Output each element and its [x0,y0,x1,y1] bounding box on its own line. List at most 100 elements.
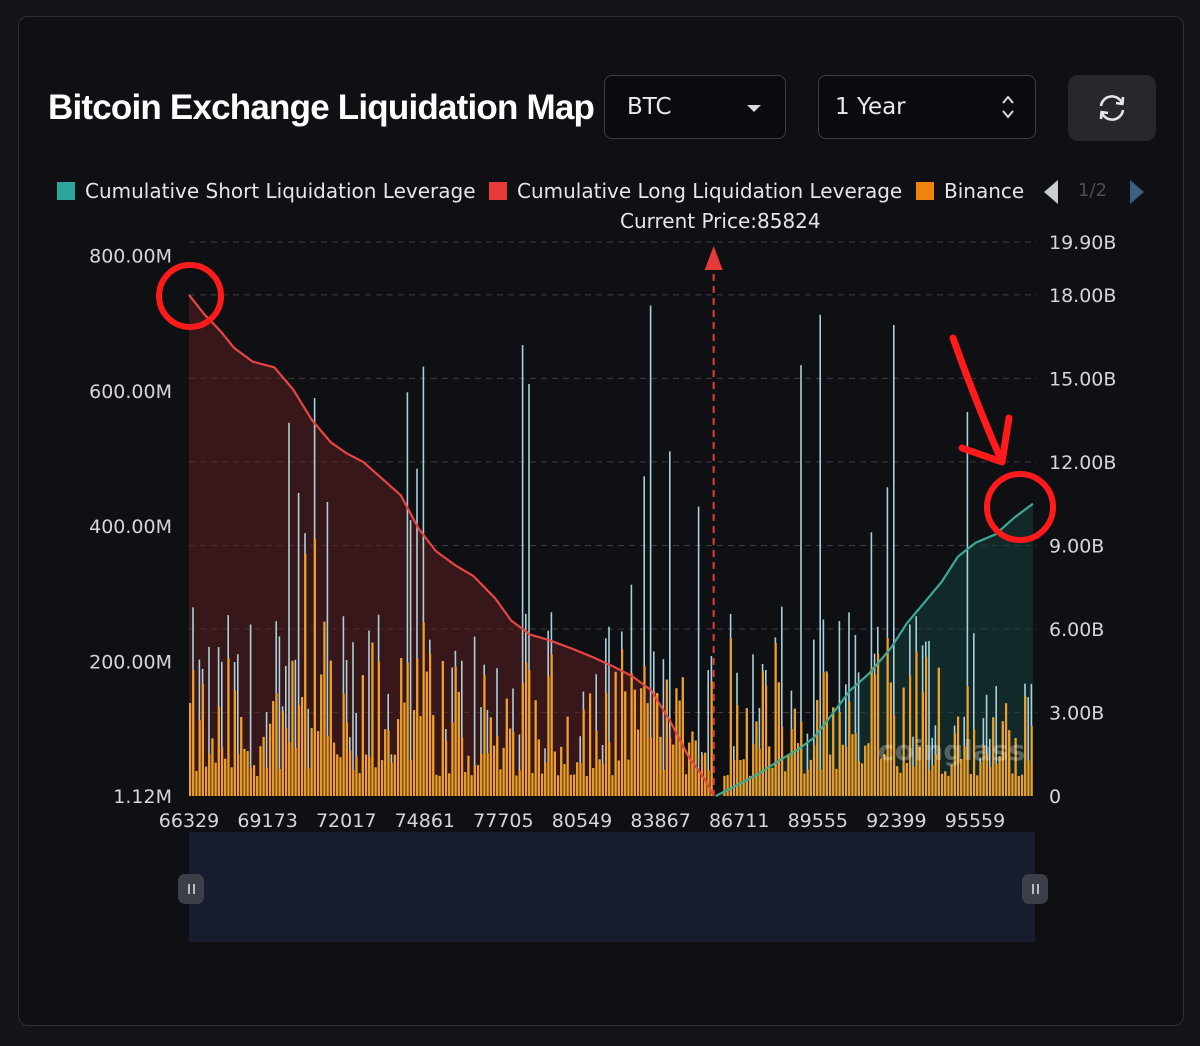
liquidation-bar [272,701,275,796]
liquidation-bar [819,314,821,796]
y-axis-right: 19.90B 18.00B 15.00B 12.00B 9.00B 6.00B 3.00B 0 [1049,232,1116,808]
zoom-handle-left[interactable] [178,874,204,904]
x-axis: 66329 69173 72017 74861 77705 80549 83867 86711… [159,810,1005,832]
legend-item-long[interactable]: Cumulative Long Liquidation Leverage [489,178,902,204]
liquidation-bar [512,731,515,796]
legend-swatch-long [489,182,507,200]
liquidation-bar [819,769,822,796]
liquidation-bar [237,754,240,796]
liquidation-bar [902,687,905,796]
liquidation-bar [781,606,783,796]
liquidation-bar [857,672,860,796]
liquidation-bar [509,728,512,796]
liquidation-bar [707,770,710,796]
liquidation-bar [624,691,627,796]
time-range-value: 1 Year [835,94,906,120]
zoom-handle-right[interactable] [1022,874,1048,904]
legend-item-binance[interactable]: Binance [916,178,1048,204]
liquidation-bar [205,766,208,796]
liquidation-bar [765,685,768,796]
legend-next-icon[interactable] [1128,178,1148,206]
liquidation-bar [470,775,473,796]
liquidation-bar [275,693,278,796]
liquidation-bar [227,658,230,796]
liquidation-bar [448,773,451,796]
liquidation-bar [742,759,745,796]
legend-prev-icon[interactable] [1040,178,1060,206]
zoom-range-window[interactable] [189,832,1035,942]
liquidation-bar [768,746,771,796]
x-tick-label: 86711 [709,810,769,832]
liquidation-bar [221,661,223,796]
liquidation-bar [806,733,809,796]
legend-swatch-short [57,182,75,200]
legend-label-long: Cumulative Long Liquidation Leverage [517,179,903,203]
liquidation-bar [313,538,316,796]
liquidation-bar [627,759,630,796]
liquidation-bar [425,671,428,796]
liquidation-bar [1030,725,1033,796]
liquidation-bar [307,768,310,796]
liquidation-bar [883,754,886,796]
liquidation-bar [262,736,265,796]
liquidation-bar [534,700,537,796]
liquidation-bar [835,768,838,796]
annotation-arrow-head-icon [958,414,1013,466]
legend-item-short[interactable]: Cumulative Short Liquidation Leverage [57,178,476,204]
time-range-select[interactable]: 1 Year [818,75,1036,139]
x-tick-label: 74861 [395,810,455,832]
liquidation-bar [864,745,867,796]
liquidation-bar [483,675,486,796]
liquidation-bar [723,775,726,796]
liquidation-bar [899,772,902,796]
liquidation-bar [249,624,252,796]
liquidation-bar [243,748,246,796]
liquidation-bar [208,754,211,796]
liquidation-bar [566,716,569,796]
liquidation-bar [592,768,595,796]
liquidation-bar [697,770,700,796]
liquidation-bar [486,709,489,796]
liquidation-bar [528,670,531,796]
liquidation-bar [480,707,482,796]
liquidation-bar [877,653,880,796]
liquidation-bar [653,692,656,796]
liquidation-bar [553,751,556,796]
liquidation-bar [576,762,579,796]
liquidation-bar [573,774,576,796]
liquidation-bar [675,688,678,796]
liquidation-bar [365,754,368,796]
liquidation-bar [297,705,300,796]
liquidation-bar [259,746,262,796]
current-price-arrow-icon [704,246,723,270]
liquidation-bar [477,765,480,796]
liquidation-bar [605,692,608,796]
liquidation-bar [841,744,844,796]
liquidation-bar [304,553,307,796]
liquidation-bar [889,682,892,796]
liquidation-bar [1027,760,1030,796]
liquidation-bar [416,658,419,796]
liquidation-bar [285,728,288,796]
liquidation-bar [214,762,217,796]
liquidation-bar [195,770,198,796]
liquidation-bar [464,772,467,796]
coin-select[interactable]: BTC [604,75,786,139]
liquidation-bar [966,686,969,796]
liquidation-bar [934,754,937,796]
liquidation-bar [595,730,598,796]
x-tick-label: 89555 [788,810,848,832]
liquidation-bar [189,703,192,796]
liquidation-bar [662,769,665,796]
liquidation-bar [473,764,476,796]
refresh-button[interactable] [1068,75,1156,141]
liquidation-bar [915,651,918,796]
refresh-icon [1099,95,1125,121]
liquidation-bar [451,722,454,796]
liquidation-bar [665,679,668,796]
liquidation-bar [1027,697,1029,796]
liquidation-bar [317,731,320,796]
liquidation-bar [454,666,457,796]
liquidation-bar [784,771,787,796]
liquidation-bar [208,646,210,796]
